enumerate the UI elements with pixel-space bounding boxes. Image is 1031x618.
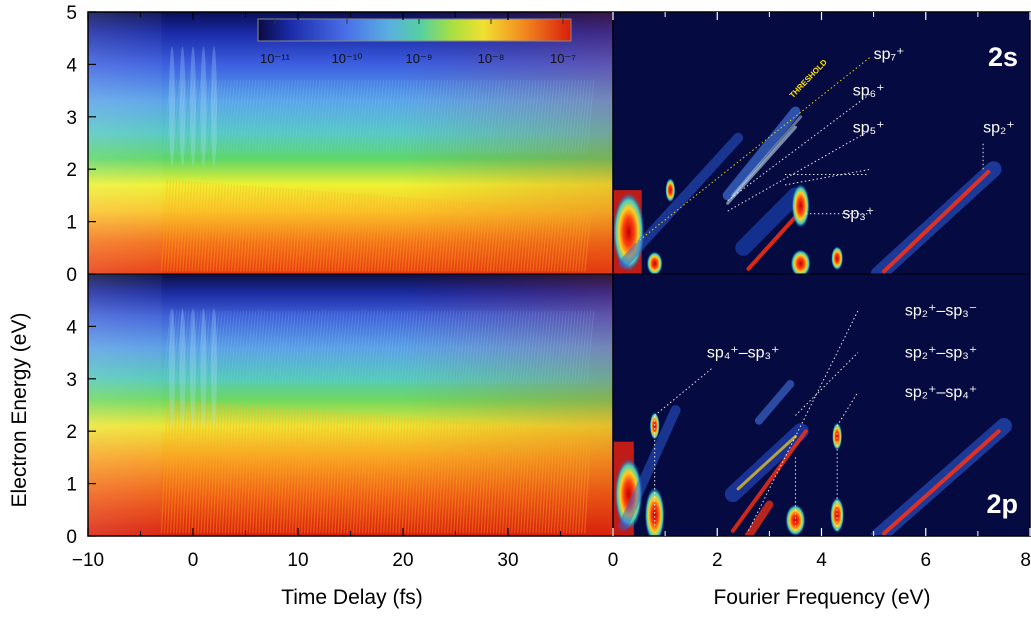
annotation-label: sp₇⁺ xyxy=(874,46,905,63)
annotation-label: sp₂⁺–sp₃⁺ xyxy=(905,345,977,362)
annotation-label: sp₃⁺ xyxy=(842,206,874,223)
fourier-panel-2s xyxy=(613,12,1030,274)
y-axis-label: Electron Energy (eV) xyxy=(8,313,31,508)
annotation-pointer xyxy=(654,367,713,416)
annotation-pointer xyxy=(836,391,859,427)
y-tick-label: 0 xyxy=(66,265,77,286)
x-tick-label: 2 xyxy=(712,550,723,571)
annotation-label: sp₂⁺–sp₃⁻ xyxy=(905,303,977,320)
annotation-label: sp₅⁺ xyxy=(853,119,885,136)
annotation-label: sp₂⁺–sp₄⁺ xyxy=(905,384,977,401)
annotation-pointer xyxy=(727,129,872,212)
annotation-pointer xyxy=(795,352,859,416)
panel-tag-2p: 2p xyxy=(986,489,1018,519)
time-panel-2s xyxy=(88,12,613,274)
x-tick-label: 0 xyxy=(608,550,619,571)
y-tick-label: 2 xyxy=(66,160,77,181)
fourier-features xyxy=(613,106,1002,274)
colorbar: 10⁻¹¹ 10⁻¹⁰ 10⁻⁹ 10⁻⁸ 10⁻⁷ xyxy=(257,18,576,66)
axis-ticks xyxy=(87,11,1031,537)
time-panel-2p xyxy=(88,274,613,536)
annotation-pointer xyxy=(784,168,872,186)
x-tick-label: 6 xyxy=(920,550,931,571)
fourier-panel-2p xyxy=(613,274,1030,536)
x-tick-label: 10 xyxy=(287,550,308,571)
colorbar-tick-label: 10⁻⁷ xyxy=(550,51,576,66)
x-tick-label: 20 xyxy=(392,550,413,571)
x-tick-label: 8 xyxy=(1020,550,1031,571)
y-tick-label: 3 xyxy=(66,370,77,391)
x-tick-label: 0 xyxy=(188,550,199,571)
y-tick-label: 0 xyxy=(66,527,77,548)
colorbar-tick-label: 10⁻¹¹ xyxy=(260,51,291,66)
annotation-label: sp₄⁺–sp₃⁺ xyxy=(707,345,780,362)
colorbar-tick-label: 10⁻⁹ xyxy=(406,51,433,66)
y-tick-label: 1 xyxy=(66,213,77,234)
colorbar-tick-label: 10⁻⁸ xyxy=(478,51,505,66)
y-tick-label: 1 xyxy=(66,475,77,496)
annotation-pointer xyxy=(727,92,872,202)
y-tick-label: 5 xyxy=(66,3,77,24)
annotation-pointer xyxy=(636,56,872,243)
interference-fringes xyxy=(88,12,595,274)
y-tick-label: 2 xyxy=(66,422,77,443)
x-axis-label-time: Time Delay (fs) xyxy=(281,586,423,609)
x-axis-label-frequency: Fourier Frequency (eV) xyxy=(713,586,930,609)
y-tick-label: 4 xyxy=(66,55,77,76)
annotation-pointer xyxy=(748,310,859,531)
x-tick-label: 4 xyxy=(816,550,827,571)
fourier-features xyxy=(613,380,1012,536)
annotation-label: sp₆⁺ xyxy=(853,83,885,100)
y-tick-label: 3 xyxy=(66,108,77,129)
annotation-label: sp₂⁺ xyxy=(983,119,1015,136)
x-tick-label: −10 xyxy=(72,550,104,571)
y-tick-label: 4 xyxy=(66,317,77,338)
interference-fringes xyxy=(88,274,595,536)
panel-tag-2s: 2s xyxy=(988,42,1018,72)
x-tick-label: 30 xyxy=(497,550,518,571)
colorbar-tick-label: 10⁻¹⁰ xyxy=(332,51,363,66)
